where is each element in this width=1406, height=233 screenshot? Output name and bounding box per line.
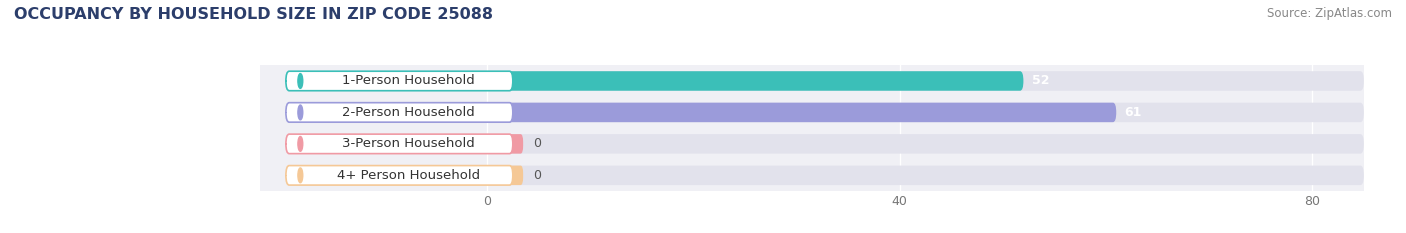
Circle shape [298,168,302,183]
Text: 52: 52 [1032,75,1049,87]
Text: 2-Person Household: 2-Person Household [342,106,475,119]
FancyBboxPatch shape [285,71,513,91]
Circle shape [298,137,302,151]
FancyBboxPatch shape [285,103,513,122]
FancyBboxPatch shape [285,166,513,185]
Text: 1-Person Household: 1-Person Household [342,75,475,87]
Circle shape [298,105,302,120]
Text: Source: ZipAtlas.com: Source: ZipAtlas.com [1267,7,1392,20]
FancyBboxPatch shape [486,166,1364,185]
Circle shape [298,74,302,88]
Text: 0: 0 [533,137,541,150]
FancyBboxPatch shape [486,166,523,185]
FancyBboxPatch shape [285,134,513,154]
FancyBboxPatch shape [486,134,523,154]
Text: 3-Person Household: 3-Person Household [342,137,475,150]
FancyBboxPatch shape [486,71,1364,91]
Text: 0: 0 [533,169,541,182]
Text: 61: 61 [1125,106,1142,119]
FancyBboxPatch shape [486,103,1364,122]
FancyBboxPatch shape [486,103,1116,122]
FancyBboxPatch shape [486,134,1364,154]
Text: OCCUPANCY BY HOUSEHOLD SIZE IN ZIP CODE 25088: OCCUPANCY BY HOUSEHOLD SIZE IN ZIP CODE … [14,7,494,22]
Text: 4+ Person Household: 4+ Person Household [337,169,481,182]
FancyBboxPatch shape [486,71,1024,91]
